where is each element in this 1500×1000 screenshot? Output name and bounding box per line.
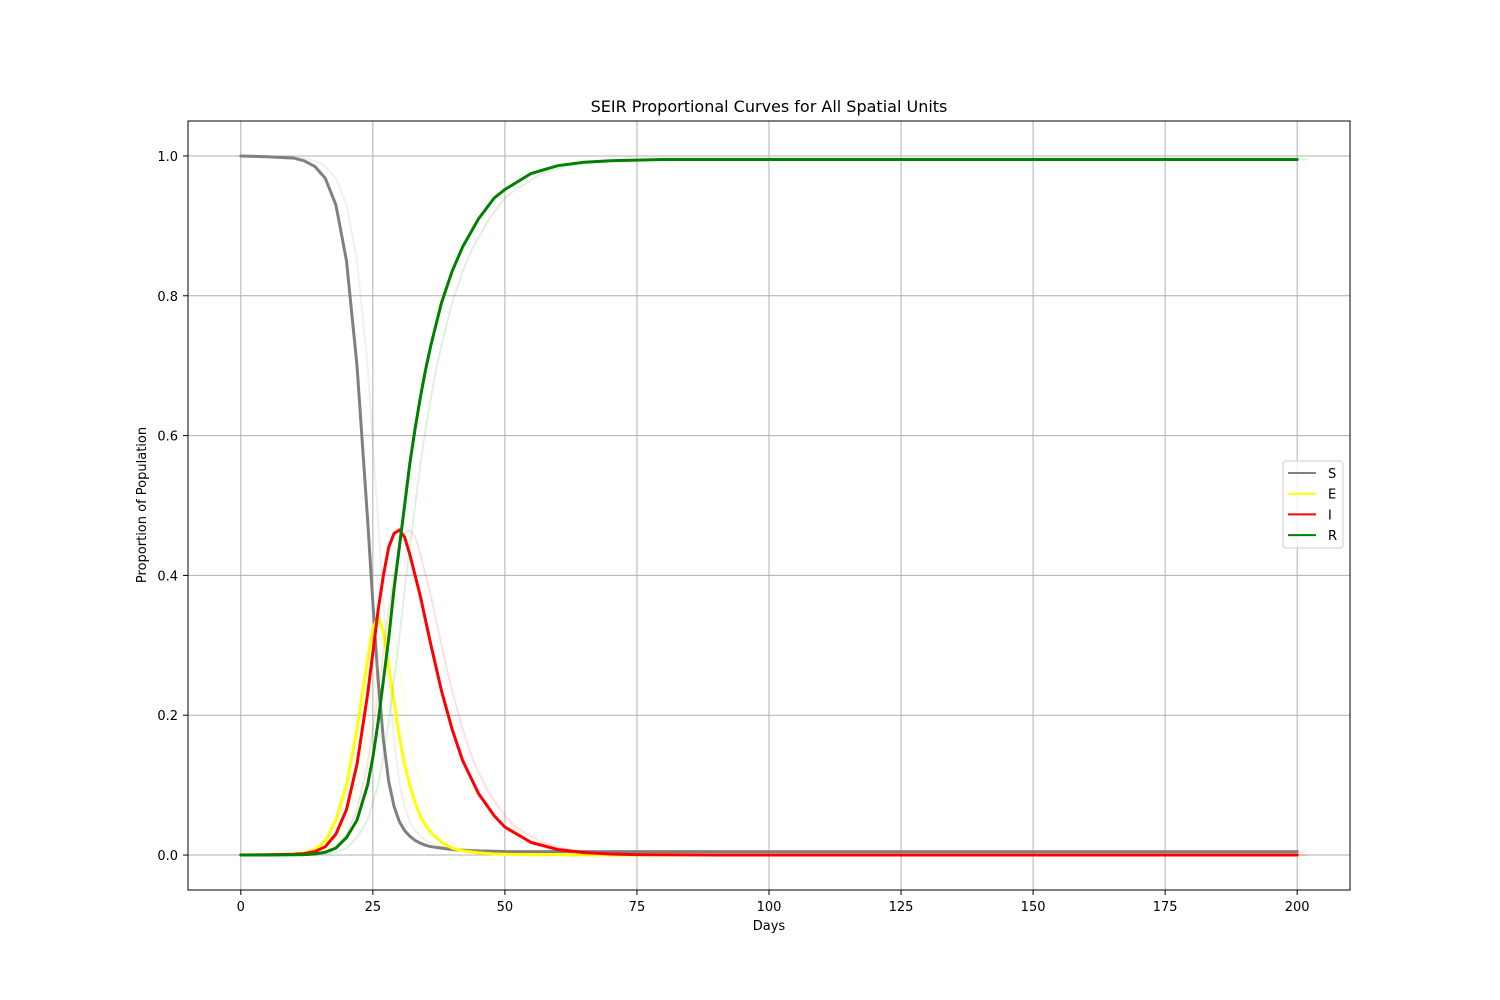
x-tick-label: 175 <box>1153 900 1178 915</box>
legend: SEIR <box>1282 460 1344 549</box>
x-tick-label: 0 <box>237 900 245 915</box>
y-tick-label: 0.8 <box>157 290 178 305</box>
legend-label-E: E <box>1328 488 1336 503</box>
legend-box <box>1282 460 1344 549</box>
axis-ticks: 0 25 50 75 100 125 150 175 200 0.0 0.2 0.4 0.6 0.8 1.0 <box>157 150 1309 915</box>
series-S-line <box>239 154 1299 854</box>
legend-label-S: S <box>1328 467 1336 482</box>
y-tick-label: 0.0 <box>157 849 178 864</box>
y-tick-label: 1.0 <box>157 150 178 165</box>
x-tick-label: 150 <box>1021 900 1046 915</box>
x-tick-label: 75 <box>629 900 646 915</box>
x-tick-label: 25 <box>365 900 382 915</box>
y-tick-label: 0.2 <box>157 709 178 724</box>
y-axis-label: Proportion of Population <box>135 427 150 583</box>
series-R-line <box>239 158 1299 857</box>
x-axis-label: Days <box>753 919 786 934</box>
legend-label-I: I <box>1328 508 1332 523</box>
data-series <box>239 154 1308 857</box>
legend-label-R: R <box>1328 529 1337 544</box>
x-tick-label: 200 <box>1285 900 1310 915</box>
grid-lines <box>188 121 1350 890</box>
y-tick-label: 0.4 <box>157 569 178 584</box>
x-tick-label: 125 <box>889 900 914 915</box>
x-tick-label: 50 <box>497 900 514 915</box>
series-I-line <box>239 528 1299 857</box>
x-tick-label: 100 <box>757 900 782 915</box>
chart-title: SEIR Proportional Curves for All Spatial… <box>591 97 948 116</box>
y-tick-label: 0.6 <box>157 430 178 445</box>
